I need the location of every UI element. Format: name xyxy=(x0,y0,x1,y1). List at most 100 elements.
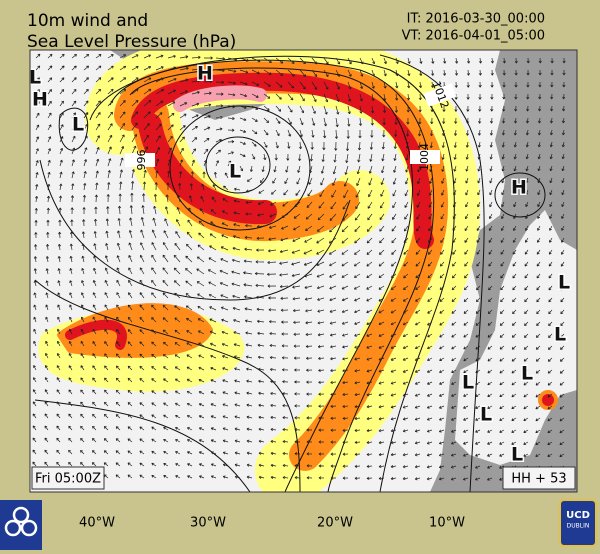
wind-arrow xyxy=(256,319,265,323)
wind-arrow xyxy=(151,304,157,311)
wind-arrow xyxy=(35,172,39,179)
wind-arrow xyxy=(502,69,506,76)
wind-arrow xyxy=(383,69,387,77)
wind-arrow xyxy=(71,88,77,95)
wind-arrow xyxy=(68,328,73,335)
wind-arrow xyxy=(430,117,434,125)
wind-arrow xyxy=(560,345,565,350)
wind-arrow xyxy=(536,261,541,267)
wind-arrow xyxy=(119,157,124,167)
wind-arrow xyxy=(80,365,85,371)
wind-arrow xyxy=(80,450,85,455)
wind-arrow xyxy=(246,439,253,443)
wind-arrow xyxy=(282,404,289,408)
wind-arrow xyxy=(309,165,313,174)
wind-arrow xyxy=(92,377,97,383)
wind-arrow xyxy=(140,229,145,239)
wind-arrow xyxy=(366,249,373,255)
wind-arrow xyxy=(57,255,61,263)
wind-arrow xyxy=(299,117,304,126)
wind-arrow xyxy=(186,415,193,419)
wind-arrow xyxy=(244,235,253,240)
wind-arrow xyxy=(366,381,373,385)
wind-arrow xyxy=(453,189,457,196)
wind-arrow xyxy=(58,219,62,227)
wind-arrow xyxy=(330,357,337,361)
wind-arrow xyxy=(219,269,229,275)
wind-arrow xyxy=(487,465,493,469)
wind-arrow xyxy=(490,93,494,100)
wind-arrow xyxy=(164,206,169,215)
wind-arrow xyxy=(451,333,457,338)
longitude-label: 30°W xyxy=(190,516,226,531)
wind-arrow xyxy=(406,117,410,125)
wind-arrow xyxy=(95,147,100,155)
wind-arrow xyxy=(345,141,350,152)
wind-arrow xyxy=(175,426,181,431)
wind-arrow xyxy=(68,401,73,407)
wind-arrow xyxy=(198,378,205,383)
wind-arrow xyxy=(83,159,88,167)
wind-arrow xyxy=(68,449,73,455)
pressure-center: L xyxy=(480,404,492,426)
wind-arrow xyxy=(525,213,529,219)
wind-arrow xyxy=(203,148,209,155)
wind-arrow xyxy=(107,54,114,59)
wind-arrow xyxy=(239,117,247,122)
wind-arrow xyxy=(162,329,169,335)
wind-arrow xyxy=(547,453,553,457)
wind-arrow xyxy=(366,297,373,302)
wind-arrow xyxy=(116,292,121,299)
wind-arrow xyxy=(282,392,289,396)
wind-arrow xyxy=(341,273,349,278)
wind-arrow xyxy=(35,100,40,107)
wind-arrow xyxy=(167,124,174,131)
wind-arrow xyxy=(443,57,447,64)
wind-arrow xyxy=(197,244,205,251)
wind-arrow xyxy=(56,401,61,407)
wind-arrow xyxy=(282,380,289,384)
wind-arrow xyxy=(550,105,554,112)
wind-arrow xyxy=(536,285,541,291)
wind-arrow xyxy=(306,392,313,396)
wind-arrow xyxy=(47,112,52,119)
wind-arrow xyxy=(167,135,173,143)
wind-arrow xyxy=(488,225,493,231)
wind-arrow xyxy=(478,94,482,100)
wind-arrow xyxy=(334,129,339,139)
wind-arrow xyxy=(179,90,188,95)
wind-arrow xyxy=(263,141,268,148)
isobar xyxy=(109,59,435,492)
wind-arrow xyxy=(57,280,61,287)
wind-arrow xyxy=(342,404,349,409)
wind-arrow xyxy=(329,213,337,221)
wind-arrow xyxy=(131,66,139,71)
wind-arrow xyxy=(210,367,217,371)
wind-arrow xyxy=(466,69,471,76)
wind-arrow xyxy=(323,105,328,115)
wind-arrow xyxy=(465,153,469,160)
wind-arrow xyxy=(357,141,362,151)
wind-arrow xyxy=(418,93,422,101)
wind-arrow xyxy=(560,285,565,291)
wind-arrow xyxy=(559,441,565,446)
wind-arrow xyxy=(222,403,229,407)
wind-arrow xyxy=(222,367,229,371)
wind-arrow xyxy=(115,353,121,359)
wind-arrow xyxy=(155,170,159,179)
wind-arrow xyxy=(450,477,457,481)
wind-arrow xyxy=(465,141,469,148)
wind-arrow xyxy=(304,273,313,278)
wind-arrow xyxy=(44,413,49,419)
wind-arrow xyxy=(478,69,482,76)
wind-arrow xyxy=(417,165,421,173)
wind-arrow xyxy=(32,413,37,419)
wind-arrow xyxy=(68,340,73,347)
wind-arrow xyxy=(34,195,39,203)
wind-arrow xyxy=(414,333,421,338)
wind-arrow xyxy=(452,213,457,220)
pressure-center: H xyxy=(32,89,48,111)
wind-arrow xyxy=(525,129,529,136)
wind-arrow xyxy=(499,393,505,398)
wind-arrow xyxy=(163,414,169,419)
